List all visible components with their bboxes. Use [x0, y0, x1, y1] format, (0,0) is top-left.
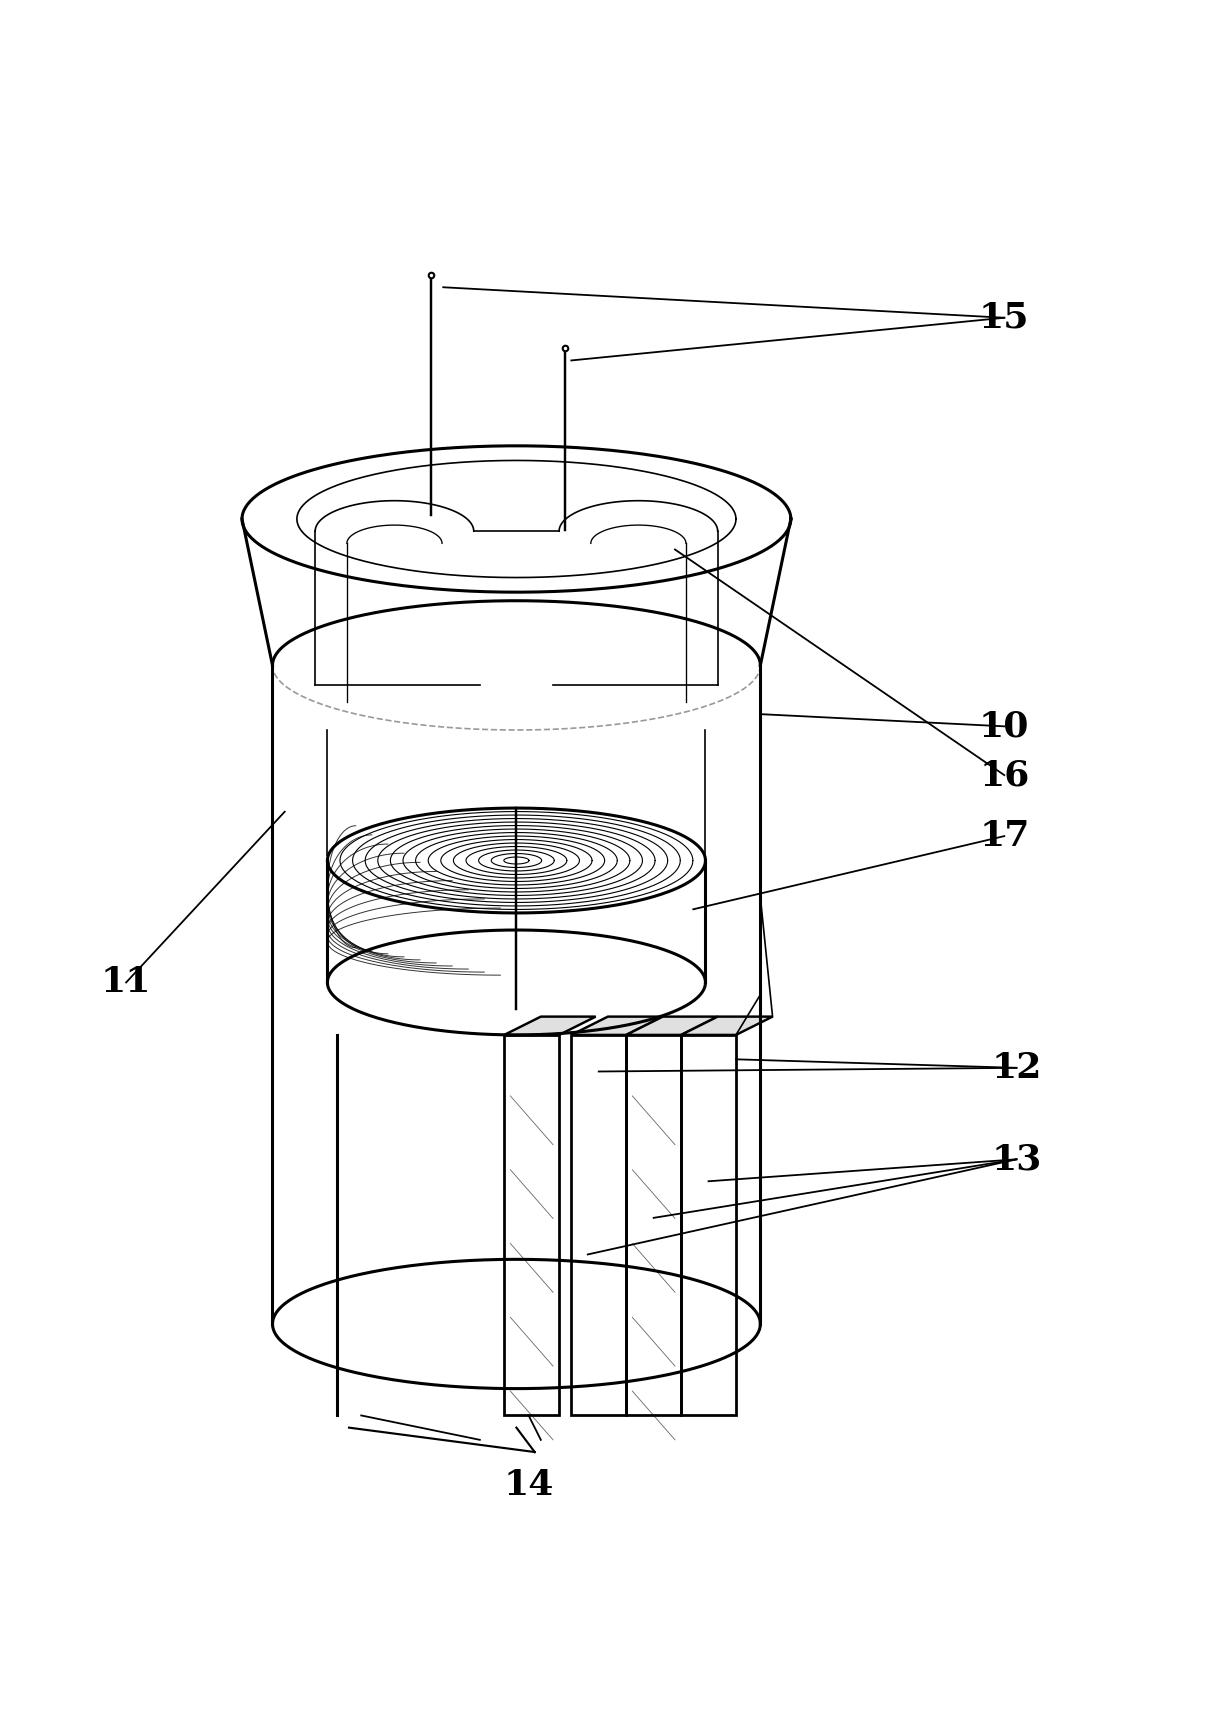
Text: 16: 16 [979, 759, 1029, 792]
Polygon shape [571, 1017, 663, 1034]
Text: 10: 10 [979, 709, 1029, 743]
Text: 11: 11 [101, 965, 151, 1000]
Polygon shape [626, 1017, 717, 1034]
Text: 12: 12 [991, 1052, 1041, 1084]
Text: 15: 15 [979, 301, 1029, 336]
Text: 14: 14 [503, 1468, 554, 1502]
Text: 13: 13 [991, 1143, 1041, 1177]
Polygon shape [505, 1017, 596, 1034]
Text: 17: 17 [979, 819, 1029, 854]
Polygon shape [682, 1017, 772, 1034]
